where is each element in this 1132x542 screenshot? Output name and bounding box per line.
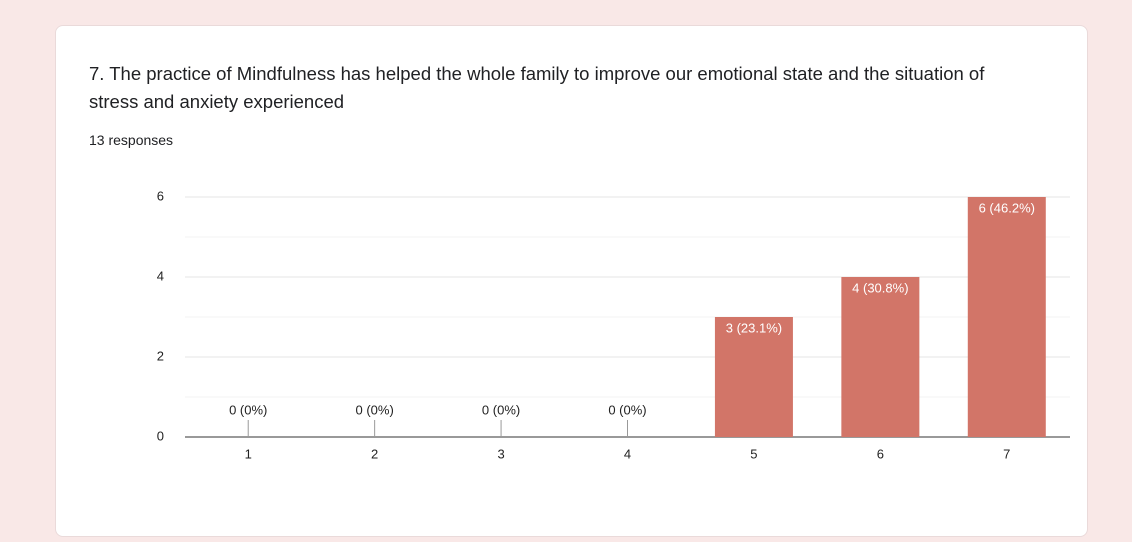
bar [967,197,1046,437]
value-label: 0 (0%) [229,402,267,417]
y-tick-label: 0 [157,428,164,443]
x-tick-label: 6 [877,446,884,461]
x-tick-label: 2 [371,446,378,461]
value-label: 4 (30.8%) [852,280,908,295]
value-label: 0 (0%) [355,402,393,417]
y-tick-label: 2 [157,348,164,363]
bar [714,317,793,437]
y-tick-label: 4 [157,268,164,283]
x-tick-label: 5 [750,446,757,461]
x-tick-label: 4 [624,446,631,461]
value-label: 6 (46.2%) [979,200,1035,215]
bar [841,277,920,437]
value-label: 0 (0%) [482,402,520,417]
response-count: 13 responses [89,132,174,148]
x-tick-label: 7 [1003,446,1010,461]
y-tick-label: 6 [157,188,164,203]
chart-title: 7. The practice of Mindfulness has helpe… [89,63,985,112]
x-tick-label: 1 [245,446,252,461]
value-label: 0 (0%) [608,402,646,417]
x-tick-label: 3 [497,446,504,461]
value-label: 3 (23.1%) [726,320,782,335]
